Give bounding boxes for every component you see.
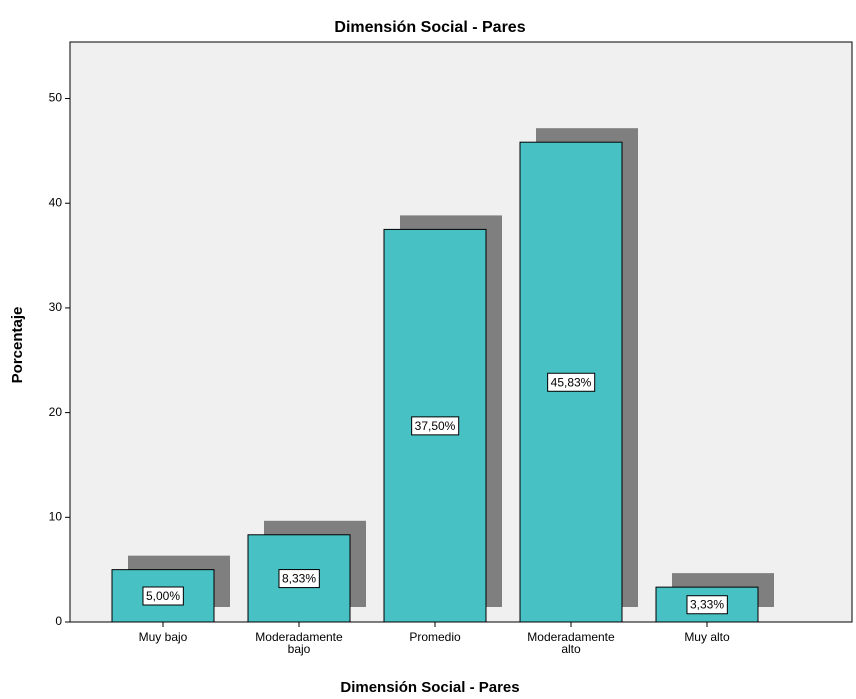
y-tick-label: 50 [49, 91, 63, 105]
value-label: 45,83% [551, 375, 592, 389]
value-label: 5,00% [146, 589, 180, 603]
y-axis-label: Porcentaje [9, 307, 26, 384]
x-tick-label: Moderadamente alto [527, 630, 615, 656]
x-tick-label: Promedio [409, 630, 461, 644]
value-label: 3,33% [690, 598, 724, 612]
y-tick-label: 10 [49, 509, 63, 523]
value-label-box [142, 586, 184, 606]
x-axis-label: Dimensión Social - Pares [340, 679, 519, 696]
y-tick-label: 20 [49, 405, 63, 419]
y-tick-label: 0 [55, 614, 62, 628]
value-label-box [547, 372, 596, 392]
x-tick-label: Muy bajo [138, 630, 188, 644]
y-tick-label: 30 [49, 300, 63, 314]
value-label-box [278, 569, 320, 589]
value-label: 8,33% [282, 572, 316, 586]
y-tick-label: 40 [49, 195, 63, 209]
x-tick-label: Muy alto [684, 630, 730, 644]
value-label-box [686, 595, 728, 615]
value-label: 37,50% [415, 419, 456, 433]
x-tick-label: Moderadamente bajo [255, 630, 343, 656]
chart-title: Dimensión Social - Pares [334, 19, 525, 36]
value-label-box [411, 416, 460, 436]
